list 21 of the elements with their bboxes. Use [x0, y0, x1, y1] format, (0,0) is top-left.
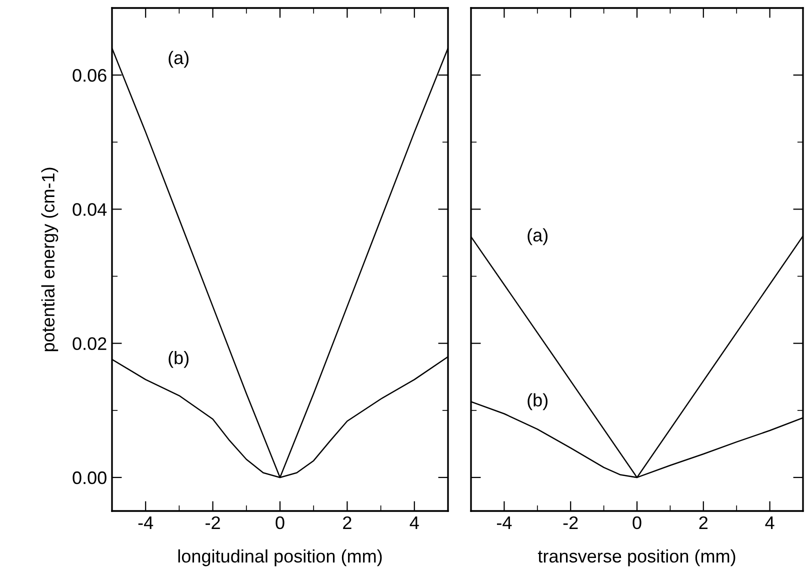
x-tick-label: 4: [410, 516, 419, 529]
x-tick-label: 0: [276, 516, 284, 530]
x-tick-label: 2: [699, 516, 708, 529]
x-tick-label: -4: [138, 516, 154, 529]
x-axis-title: transverse position (mm): [538, 549, 736, 566]
y-axis-title: potential energy (cm-1): [41, 168, 58, 352]
y-tick-label: 0.06: [72, 69, 106, 82]
series-label: (b): [528, 393, 548, 410]
y-tick-label: 0.00: [72, 471, 106, 484]
text: (a): [528, 228, 548, 246]
y-tick-label: 0.04: [72, 203, 107, 216]
x-tick-label: 2: [343, 516, 352, 529]
x-tick-label: 4: [765, 516, 774, 529]
y-tick-label: 0.02: [72, 337, 106, 350]
x-tick-label: -2: [563, 516, 578, 529]
x-tick-label: 0: [632, 516, 642, 530]
x-axis-title: longitudinal position (mm): [178, 549, 382, 566]
series-label: (b): [168, 351, 188, 368]
x-tick-label: -4: [496, 516, 512, 529]
x-tick-label: -2: [206, 516, 220, 529]
text: (a): [168, 50, 188, 68]
